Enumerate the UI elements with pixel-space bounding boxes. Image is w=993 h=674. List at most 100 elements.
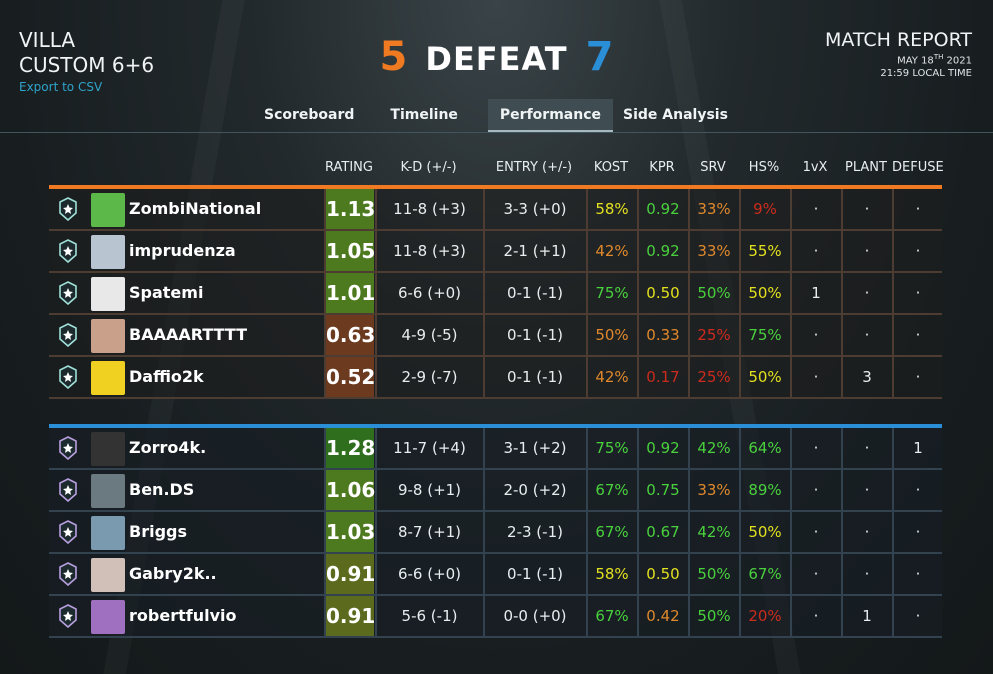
onevx-cell: · <box>790 512 840 552</box>
player-name[interactable]: ZombiNational <box>129 199 262 218</box>
col-rating[interactable]: RATING <box>325 160 373 175</box>
player-avatar <box>91 361 125 395</box>
player-row[interactable]: BAAAARTTTT 0.63 4-9 (-5) 0-1 (-1) 50% 0.… <box>49 315 942 357</box>
tab-timeline[interactable]: Timeline <box>390 107 458 123</box>
kost-cell: 42% <box>586 231 636 271</box>
player-name[interactable]: Zorro4k. <box>129 438 207 457</box>
col-kost[interactable]: KOST <box>593 160 629 175</box>
kd-cell: 4-9 (-5) <box>375 315 482 355</box>
kost-cell: 75% <box>586 428 636 468</box>
kost-cell: 42% <box>586 357 636 397</box>
defuse-cell: · <box>892 273 942 313</box>
rank-cell <box>49 428 87 468</box>
rank-cell <box>49 554 87 594</box>
rating-cell: 1.01 <box>324 273 375 313</box>
export-csv-link[interactable]: Export to CSV <box>19 80 103 94</box>
plant-cell: · <box>841 231 891 271</box>
kost-cell: 67% <box>586 470 636 510</box>
report-info: MATCH REPORT MAY 18TH 2021 21:59 LOCAL T… <box>825 29 972 80</box>
rating-cell: 1.28 <box>324 428 375 468</box>
plant-cell: · <box>841 315 891 355</box>
kost-cell: 67% <box>586 596 636 636</box>
player-name[interactable]: Ben.DS <box>129 480 195 499</box>
player-row[interactable]: Daffio2k 0.52 2-9 (-7) 0-1 (-1) 42% 0.17… <box>49 357 942 399</box>
onevx-cell: · <box>790 231 840 271</box>
player-row[interactable]: Briggs 1.03 8-7 (+1) 2-3 (-1) 67% 0.67 4… <box>49 512 942 554</box>
player-row[interactable]: Ben.DS 1.06 9-8 (+1) 2-0 (+2) 67% 0.75 3… <box>49 470 942 512</box>
player-row[interactable]: Zorro4k. 1.28 11-7 (+4) 3-1 (+2) 75% 0.9… <box>49 428 942 470</box>
player-name[interactable]: Spatemi <box>129 283 204 302</box>
kd-cell: 9-8 (+1) <box>375 470 482 510</box>
score-header: 5 DEFEAT 7 <box>0 34 993 80</box>
rating-cell: 1.06 <box>324 470 375 510</box>
kpr-cell: 0.17 <box>637 357 687 397</box>
player-name[interactable]: BAAAARTTTT <box>129 325 248 344</box>
col-hs[interactable]: HS% <box>748 160 780 175</box>
kd-cell: 11-8 (+3) <box>375 189 482 229</box>
onevx-cell: · <box>790 357 840 397</box>
kpr-cell: 0.33 <box>637 315 687 355</box>
rank-cell <box>49 189 87 229</box>
player-row[interactable]: robertfulvio 0.91 5-6 (-1) 0-0 (+0) 67% … <box>49 596 942 638</box>
col-1vx[interactable]: 1vX <box>802 160 828 175</box>
plant-cell: · <box>841 189 891 229</box>
team1-score: 5 <box>379 34 408 80</box>
rating-cell: 1.03 <box>324 512 375 552</box>
rank-badge-icon <box>59 436 77 460</box>
player-row[interactable]: Spatemi 1.01 6-6 (+0) 0-1 (-1) 75% 0.50 … <box>49 273 942 315</box>
plant-cell: 3 <box>841 357 891 397</box>
rank-cell <box>49 512 87 552</box>
tab-performance[interactable]: Performance <box>487 99 613 133</box>
player-avatar <box>91 235 125 269</box>
col-kd[interactable]: K-D (+/-) <box>400 160 457 175</box>
player-name[interactable]: Briggs <box>129 522 187 541</box>
kd-cell: 11-8 (+3) <box>375 231 482 271</box>
rating-cell: 0.63 <box>324 315 375 355</box>
rank-cell <box>49 315 87 355</box>
player-name[interactable]: imprudenza <box>129 241 236 260</box>
hs-cell: 9% <box>739 189 789 229</box>
col-entry[interactable]: ENTRY (+/-) <box>495 160 573 175</box>
srv-cell: 50% <box>688 273 738 313</box>
kpr-cell: 0.67 <box>637 512 687 552</box>
rank-badge-icon <box>59 520 77 544</box>
tab-scoreboard[interactable]: Scoreboard <box>264 107 355 123</box>
player-avatar <box>91 516 125 550</box>
team2-score: 7 <box>585 34 614 80</box>
col-defuse[interactable]: DEFUSE <box>892 160 944 175</box>
rating-cell: 0.91 <box>324 554 375 594</box>
map-name: VILLA <box>19 28 76 52</box>
entry-cell: 2-0 (+2) <box>483 470 585 510</box>
hs-cell: 50% <box>739 273 789 313</box>
kpr-cell: 0.92 <box>637 428 687 468</box>
tab-side-analysis[interactable]: Side Analysis <box>623 107 728 123</box>
player-avatar <box>91 277 125 311</box>
rating-cell: 0.52 <box>324 357 375 397</box>
col-srv[interactable]: SRV <box>700 160 726 175</box>
onevx-cell: · <box>790 596 840 636</box>
player-avatar <box>91 474 125 508</box>
rank-badge-icon <box>59 562 77 586</box>
player-name[interactable]: robertfulvio <box>129 606 237 625</box>
col-plant[interactable]: PLANT <box>845 160 887 175</box>
defuse-cell: · <box>892 512 942 552</box>
srv-cell: 50% <box>688 596 738 636</box>
match-info: VILLA CUSTOM 6+6 Export to CSV <box>19 28 154 94</box>
col-kpr[interactable]: KPR <box>649 160 675 175</box>
entry-cell: 0-1 (-1) <box>483 315 585 355</box>
player-name[interactable]: Daffio2k <box>129 367 204 386</box>
report-title: MATCH REPORT <box>824 29 972 51</box>
kpr-cell: 0.50 <box>637 273 687 313</box>
srv-cell: 42% <box>688 428 738 468</box>
team1-table: ZombiNational 1.13 11-8 (+3) 3-3 (+0) 58… <box>49 185 942 399</box>
plant-cell: · <box>841 428 891 468</box>
srv-cell: 50% <box>688 554 738 594</box>
entry-cell: 3-3 (+0) <box>483 189 585 229</box>
player-row[interactable]: imprudenza 1.05 11-8 (+3) 2-1 (+1) 42% 0… <box>49 231 942 273</box>
rank-cell <box>49 470 87 510</box>
kd-cell: 5-6 (-1) <box>375 596 482 636</box>
player-row[interactable]: Gabry2k.. 0.91 6-6 (+0) 0-1 (-1) 58% 0.5… <box>49 554 942 596</box>
onevx-cell: · <box>790 428 840 468</box>
player-row[interactable]: ZombiNational 1.13 11-8 (+3) 3-3 (+0) 58… <box>49 189 942 231</box>
player-name[interactable]: Gabry2k.. <box>129 564 217 583</box>
